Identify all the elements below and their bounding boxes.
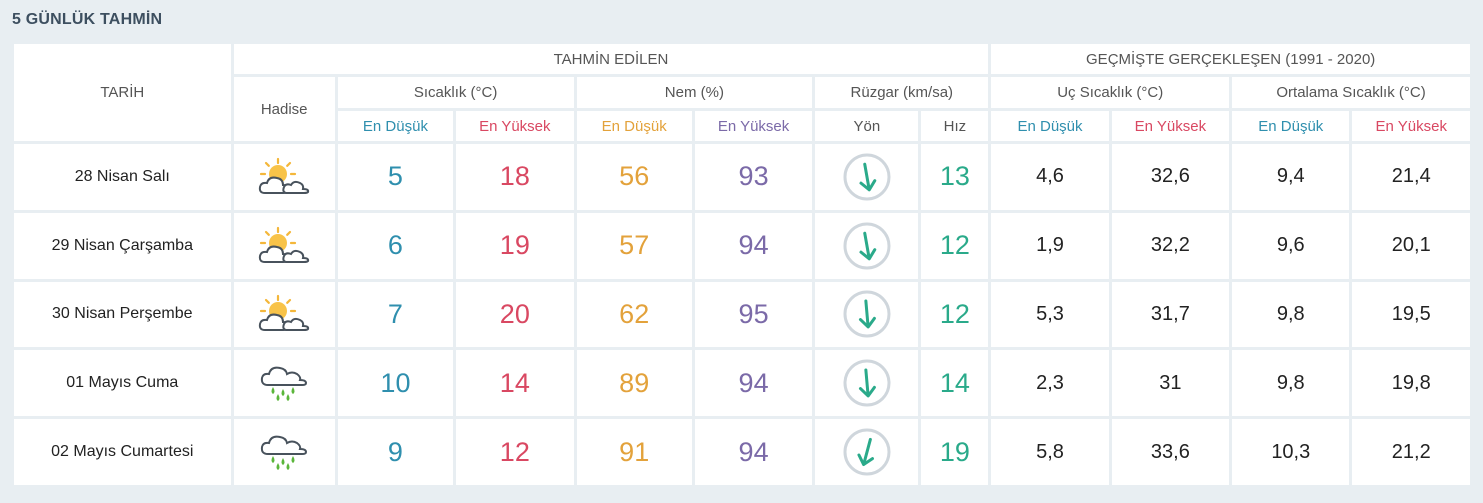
table-row: 01 Mayıs Cuma 10 14 89 94 14 2,3 31 9,8 19,8 — [14, 350, 1470, 417]
table-row: 02 Mayıs Cumartesi 9 12 91 94 19 5,8 33,6 10,3 21… — [14, 419, 1470, 485]
header-temp-min: En Düşük — [337, 111, 454, 141]
uc-min-cell: 2,3 — [991, 350, 1109, 417]
header-uc-sicaklik: Uç Sıcaklık (°C) — [991, 77, 1230, 108]
wind-speed-cell: 14 — [921, 350, 989, 417]
rain-cloud-icon — [256, 363, 312, 403]
date-cell: 01 Mayıs Cuma — [14, 350, 231, 417]
date-cell: 28 Nisan Salı — [14, 144, 231, 210]
weather-icon-cell — [233, 419, 335, 485]
humidity-max-cell: 94 — [694, 350, 813, 417]
wind-speed-cell: 12 — [921, 212, 989, 279]
uc-min-cell: 5,8 — [991, 419, 1109, 485]
weather-icon-cell — [233, 212, 335, 279]
uc-max-cell: 31 — [1111, 350, 1230, 417]
wind-direction-cell — [815, 281, 919, 348]
uc-max-cell: 32,6 — [1111, 144, 1230, 210]
uc-max-cell: 31,7 — [1111, 281, 1230, 348]
wind-speed-cell: 12 — [921, 281, 989, 348]
date-cell: 02 Mayıs Cumartesi — [14, 419, 231, 485]
table-row: 28 Nisan Salı 5 18 56 93 13 4,6 32,6 9,4 21,4 — [14, 144, 1470, 210]
header-tahmin-edilen: TAHMİN EDİLEN — [233, 44, 989, 74]
forecast-rows: 28 Nisan Salı 5 18 56 93 13 4,6 32,6 9,4 21,4 29 N… — [14, 144, 1470, 485]
uc-max-cell: 32,2 — [1111, 212, 1230, 279]
header-temp-max: En Yüksek — [456, 111, 574, 141]
header-wind-direction: Yön — [815, 111, 919, 141]
humidity-min-cell: 57 — [576, 212, 692, 279]
weather-icon-cell — [233, 281, 335, 348]
temp-max-cell: 19 — [456, 212, 574, 279]
humidity-min-cell: 91 — [576, 419, 692, 485]
wind-direction-cell — [815, 419, 919, 485]
header-wind-speed: Hız — [921, 111, 989, 141]
ort-max-cell: 21,4 — [1352, 144, 1470, 210]
forecast-table: TARİH TAHMİN EDİLEN GEÇMİŞTE GERÇEKLEŞEN… — [11, 41, 1473, 488]
header-ruzgar: Rüzgar (km/sa) — [815, 77, 989, 108]
wind-direction-cell — [815, 350, 919, 417]
weather-icon-cell — [233, 144, 335, 210]
uc-min-cell: 1,9 — [991, 212, 1109, 279]
partly-cloudy-icon — [256, 157, 312, 197]
ort-min-cell: 9,6 — [1232, 212, 1350, 279]
temp-min-cell: 6 — [337, 212, 454, 279]
wind-direction-arrow-icon — [842, 152, 892, 202]
weather-icon-cell — [233, 350, 335, 417]
header-uc-min: En Düşük — [991, 111, 1109, 141]
header-tarih: TARİH — [14, 44, 231, 141]
humidity-max-cell: 94 — [694, 419, 813, 485]
partly-cloudy-icon — [256, 226, 312, 266]
humidity-min-cell: 56 — [576, 144, 692, 210]
header-nem: Nem (%) — [576, 77, 813, 108]
table-row: 30 Nisan Perşembe 7 20 62 95 12 5,3 31,7 9,8 19,5 — [14, 281, 1470, 348]
wind-speed-cell: 13 — [921, 144, 989, 210]
temp-max-cell: 18 — [456, 144, 574, 210]
header-ort-max: En Yüksek — [1352, 111, 1470, 141]
humidity-max-cell: 94 — [694, 212, 813, 279]
ort-min-cell: 9,4 — [1232, 144, 1350, 210]
wind-direction-cell — [815, 212, 919, 279]
temp-min-cell: 9 — [337, 419, 454, 485]
humidity-max-cell: 93 — [694, 144, 813, 210]
date-cell: 30 Nisan Perşembe — [14, 281, 231, 348]
header-ortalama-sicaklik: Ortalama Sıcaklık (°C) — [1232, 77, 1470, 108]
ort-min-cell: 10,3 — [1232, 419, 1350, 485]
partly-cloudy-icon — [256, 294, 312, 334]
humidity-max-cell: 95 — [694, 281, 813, 348]
uc-max-cell: 33,6 — [1111, 419, 1230, 485]
ort-min-cell: 9,8 — [1232, 350, 1350, 417]
header-uc-max: En Yüksek — [1111, 111, 1230, 141]
temp-max-cell: 20 — [456, 281, 574, 348]
uc-min-cell: 5,3 — [991, 281, 1109, 348]
temp-min-cell: 10 — [337, 350, 454, 417]
header-sicaklik: Sıcaklık (°C) — [337, 77, 574, 108]
header-ort-min: En Düşük — [1232, 111, 1350, 141]
date-cell: 29 Nisan Çarşamba — [14, 212, 231, 279]
table-row: 29 Nisan Çarşamba 6 19 57 94 12 1,9 32,2 9,6 20,1 — [14, 212, 1470, 279]
humidity-min-cell: 89 — [576, 350, 692, 417]
ort-max-cell: 19,8 — [1352, 350, 1470, 417]
wind-direction-arrow-icon — [842, 358, 892, 408]
ort-max-cell: 21,2 — [1352, 419, 1470, 485]
ort-max-cell: 20,1 — [1352, 212, 1470, 279]
temp-max-cell: 12 — [456, 419, 574, 485]
header-humidity-min: En Düşük — [576, 111, 692, 141]
wind-direction-arrow-icon — [842, 289, 892, 339]
wind-direction-arrow-icon — [842, 221, 892, 271]
humidity-min-cell: 62 — [576, 281, 692, 348]
header-gecmiste-gerceklesen: GEÇMİŞTE GERÇEKLEŞEN (1991 - 2020) — [991, 44, 1470, 74]
wind-speed-cell: 19 — [921, 419, 989, 485]
section-title: 5 GÜNLÜK TAHMİN — [12, 11, 163, 28]
wind-direction-arrow-icon — [842, 427, 892, 477]
header-hadise: Hadise — [233, 77, 335, 141]
ort-min-cell: 9,8 — [1232, 281, 1350, 348]
wind-direction-cell — [815, 144, 919, 210]
header-humidity-max: En Yüksek — [694, 111, 813, 141]
temp-max-cell: 14 — [456, 350, 574, 417]
temp-min-cell: 5 — [337, 144, 454, 210]
uc-min-cell: 4,6 — [991, 144, 1109, 210]
rain-cloud-icon — [256, 432, 312, 472]
temp-min-cell: 7 — [337, 281, 454, 348]
ort-max-cell: 19,5 — [1352, 281, 1470, 348]
